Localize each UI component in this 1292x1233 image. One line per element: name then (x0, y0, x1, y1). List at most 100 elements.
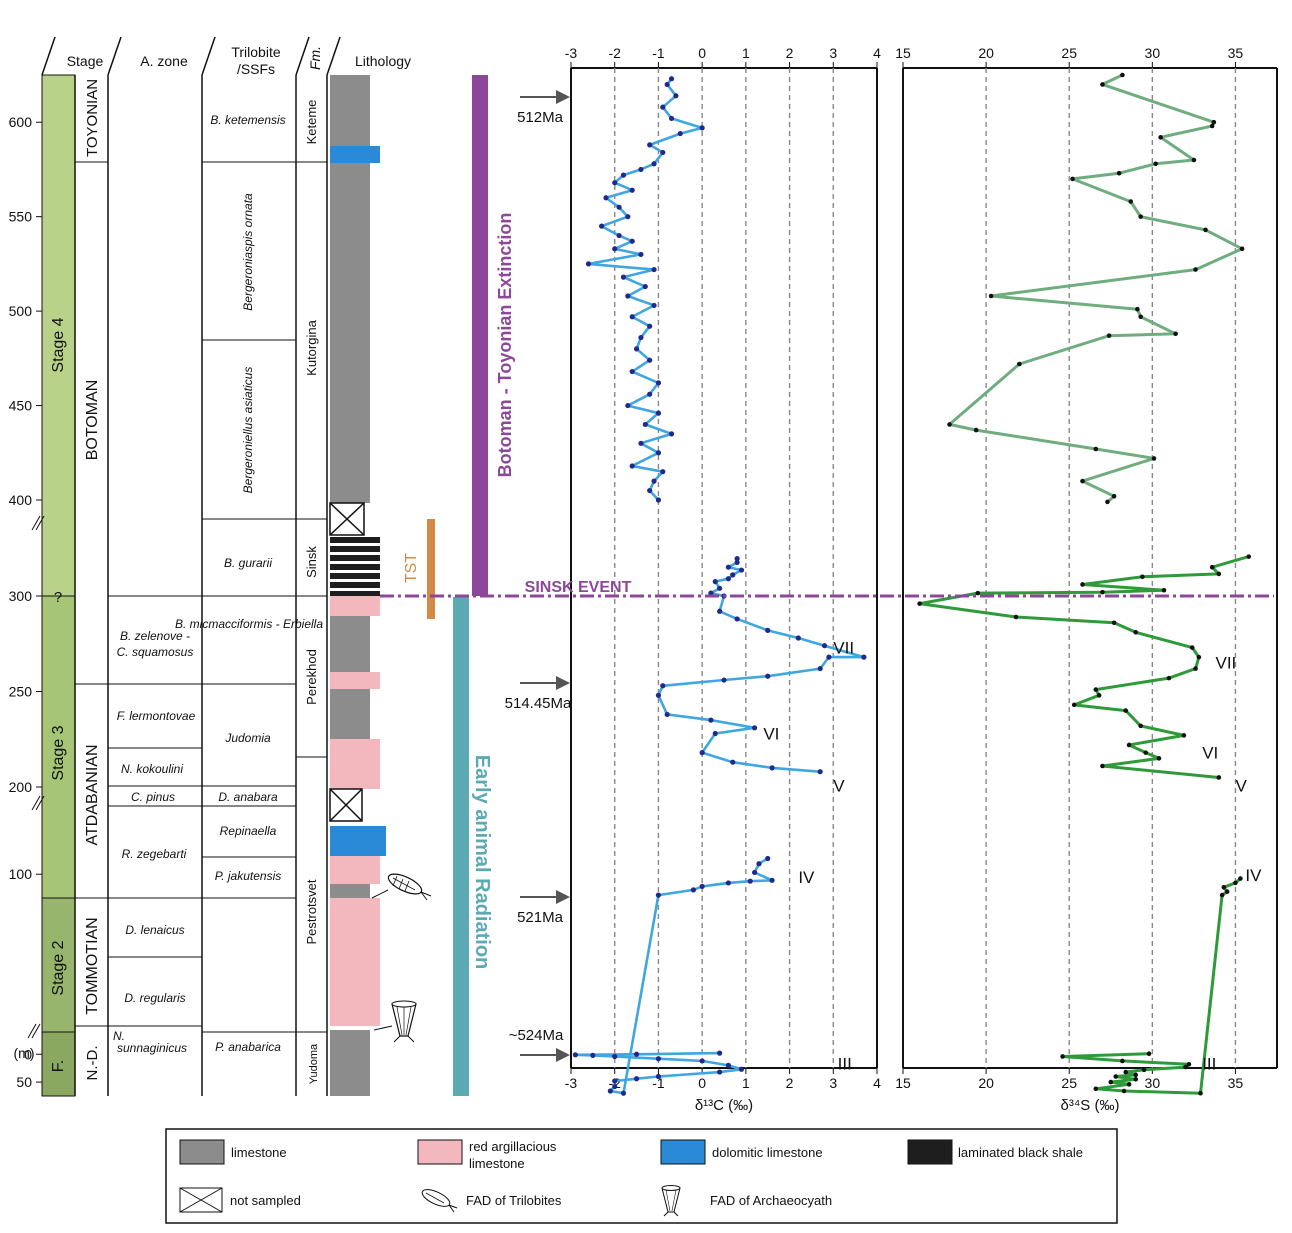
data-point (699, 1058, 705, 1064)
lith-dolomite-lower (330, 826, 386, 856)
data-point (1198, 1090, 1203, 1096)
data-point (1216, 571, 1222, 577)
data-point (1209, 123, 1215, 129)
data-point (821, 643, 828, 649)
data-point (1151, 456, 1157, 461)
data-point (1060, 1054, 1065, 1059)
data-point (651, 266, 657, 273)
data-point (599, 223, 605, 229)
azone-sunnaginicus-1: N. (113, 1029, 125, 1043)
data-point (1080, 582, 1085, 587)
legend-label-red-2: limestone (469, 1156, 525, 1171)
data-point (1156, 756, 1162, 761)
data-point (668, 76, 675, 82)
x-tick-label-bottom: -3 (565, 1075, 578, 1091)
data-point (1191, 157, 1197, 163)
data-point (1166, 675, 1172, 681)
data-point (973, 427, 979, 433)
age-512: 512Ma (517, 109, 564, 126)
fm-yudoma: Yudoma (308, 1043, 320, 1084)
data-point (826, 654, 832, 660)
radiation-label: Early animal Radiation (471, 755, 493, 970)
depth-tick-label: 0 (24, 1046, 32, 1062)
data-point (647, 142, 653, 148)
data-point (1224, 889, 1230, 894)
age-arrow-524: ~524Ma (509, 1027, 570, 1062)
tommotian-label: TOMMOTIAN (84, 917, 101, 1014)
data-point (1071, 702, 1077, 708)
header-trilobite-1: Trilobite (231, 44, 280, 60)
data-point (721, 677, 727, 683)
data-point (1233, 880, 1238, 886)
azone-zelenove-2: C. squamosus (117, 645, 194, 659)
x-tick-label-top: -3 (565, 45, 578, 61)
data-point (861, 654, 867, 660)
stage-query-mark: ? (54, 589, 62, 606)
lith-limestone-base (330, 1030, 370, 1096)
stage-f-label: F. (50, 1060, 67, 1072)
data-point (712, 730, 718, 737)
data-point (1093, 446, 1099, 452)
data-point (1120, 1058, 1125, 1064)
data-point (699, 883, 705, 890)
fm-perekhod: Perekhod (304, 649, 319, 705)
data-point (629, 238, 635, 244)
azone-zelenove-1: B. zelenove - (120, 629, 190, 643)
data-point (725, 880, 731, 886)
data-point (1120, 72, 1125, 78)
data-point (1100, 763, 1105, 769)
data-point (717, 1069, 723, 1075)
x-tick-label-top: -1 (652, 45, 665, 61)
series-line-middle (918, 555, 1250, 779)
x-tick-label-bottom: 3 (829, 1075, 837, 1091)
data-point (1153, 161, 1158, 167)
data-point (1111, 493, 1117, 499)
header-fm: Fm. (307, 46, 323, 70)
data-point (1100, 589, 1105, 595)
x-tick-label-top: 0 (698, 45, 706, 61)
data-point (1093, 1086, 1099, 1092)
data-point (655, 410, 662, 416)
legend-label-dolomitic: dolomitic limestone (712, 1145, 823, 1160)
depth-tick-label: 250 (9, 684, 33, 700)
data-point (1116, 170, 1122, 176)
data-point (603, 195, 609, 201)
data-point (1080, 478, 1085, 484)
data-point (725, 564, 731, 570)
depth-tick-label: 500 (9, 303, 33, 319)
data-point (730, 572, 736, 578)
legend-label-not-sampled: not sampled (230, 1193, 301, 1208)
lith-red-1 (330, 596, 380, 616)
data-point (1221, 884, 1227, 890)
stratigraphic-columns: Stage A. zone Trilobite /SSFs Fm. Lithol… (41, 36, 432, 1097)
data-point (616, 204, 622, 210)
x-tick-label-bottom: 1 (742, 1075, 750, 1091)
botoman-extinction-bar (472, 75, 488, 596)
data-point (1196, 654, 1202, 660)
data-point (660, 683, 666, 689)
x-tick-label-bottom: 20 (978, 1075, 994, 1091)
data-point (647, 391, 653, 397)
data-point (795, 635, 801, 641)
age-arrow-514: 514.45Ma (505, 676, 572, 712)
data-point (1133, 629, 1139, 635)
axis-break-lower (31, 795, 45, 811)
data-point (769, 765, 775, 771)
data-point (1189, 645, 1195, 650)
x-axis-label: δ¹³C (‰) (695, 1097, 753, 1114)
age-524: ~524Ma (509, 1027, 564, 1044)
depth-tick-label: 450 (9, 398, 33, 414)
data-point (677, 130, 683, 137)
legend-trilobite-icon (421, 1189, 458, 1213)
legend-label-limestone: limestone (231, 1145, 287, 1160)
x-tick-label-top: 15 (895, 45, 911, 61)
tzone-anabara: D. anabara (218, 790, 278, 804)
data-point (612, 1083, 618, 1090)
age-514: 514.45Ma (505, 695, 572, 712)
data-point (1246, 554, 1252, 559)
data-point (612, 246, 618, 252)
data-point (1138, 723, 1143, 729)
depth-tick-label: 50 (16, 1074, 32, 1090)
